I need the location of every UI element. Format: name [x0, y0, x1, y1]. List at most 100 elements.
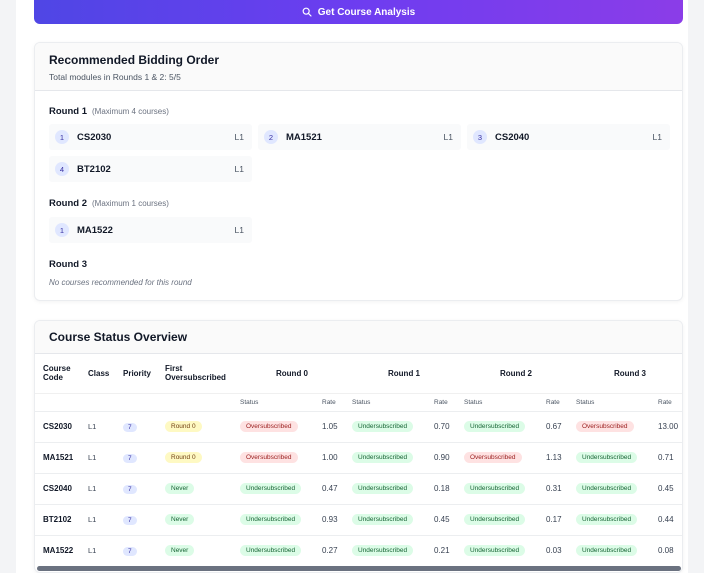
col-first-oversubscribed: First Oversubscribed — [165, 364, 226, 383]
round-1-heading: Round 1 (Maximum 4 courses) — [49, 106, 169, 117]
course-code-cell: MA1521 — [35, 441, 80, 473]
status-cell: Undersubscribed — [456, 503, 538, 535]
rate-cell: 0.03 — [538, 534, 568, 566]
first-oversubscribed-cell: Round 0 — [157, 441, 232, 473]
status-badge: Undersubscribed — [464, 545, 526, 557]
first-oversubscribed-badge: Never — [165, 514, 195, 525]
course-level: L1 — [443, 132, 453, 142]
rate-cell: 0.90 — [426, 441, 456, 473]
course-code-cell: BT2102 — [35, 503, 80, 535]
rate-cell: 1.00 — [314, 441, 344, 473]
rate-cell: 1.05 — [314, 410, 344, 442]
round-2-course-1: 1 MA1522 L1 — [49, 217, 252, 243]
order-number: 2 — [264, 130, 278, 144]
priority-badge: 7 — [123, 546, 137, 556]
status-cell: Undersubscribed — [344, 410, 426, 442]
rate-cell: 0.18 — [426, 472, 456, 504]
get-course-analysis-label: Get Course Analysis — [317, 6, 416, 18]
recommended-order-title: Recommended Bidding Order — [49, 53, 220, 67]
priority-cell: 7 — [115, 503, 157, 535]
course-status-title: Course Status Overview — [49, 330, 188, 344]
course-status-table: Course Code Class Priority First Oversub… — [35, 354, 682, 566]
course-code-cell: CS2040 — [35, 472, 80, 504]
course-level: L1 — [652, 132, 662, 142]
rate-cell: 13.00 — [650, 410, 682, 442]
status-badge: Undersubscribed — [576, 452, 638, 463]
status-cell: Undersubscribed — [344, 472, 426, 504]
order-number: 3 — [473, 130, 487, 144]
rate-cell: 0.70 — [426, 410, 456, 442]
status-badge: Oversubscribed — [576, 421, 634, 432]
course-level: L1 — [234, 225, 244, 235]
table-row: MA1522 L1 7 Never Undersubscribed 0.27 Undersu… — [35, 534, 682, 566]
course-code-cell: MA1522 — [35, 534, 80, 566]
course-status-card: Course Status Overview Course Code Class… — [34, 320, 683, 573]
col-round-0: Round 0 — [276, 368, 308, 378]
priority-cell: 7 — [115, 472, 157, 504]
status-cell: Oversubscribed — [232, 441, 314, 473]
status-badge: Undersubscribed — [576, 514, 638, 525]
get-course-analysis-button[interactable]: Get Course Analysis — [34, 0, 683, 24]
first-oversubscribed-cell: Round 0 — [157, 410, 232, 442]
course-status-header: Course Status Overview — [35, 321, 682, 354]
recommended-order-card: Recommended Bidding Order Total modules … — [34, 42, 683, 301]
search-icon — [302, 7, 312, 17]
status-badge: Oversubscribed — [240, 452, 298, 463]
course-level: L1 — [234, 132, 244, 142]
status-cell: Undersubscribed — [456, 534, 538, 566]
class-cell: L1 — [80, 534, 115, 566]
status-cell: Undersubscribed — [456, 472, 538, 504]
class-cell: L1 — [80, 503, 115, 535]
rate-cell: 0.08 — [650, 534, 682, 566]
priority-cell: 7 — [115, 410, 157, 442]
col-rate: Rate — [314, 392, 344, 411]
rate-cell: 1.13 — [538, 441, 568, 473]
status-badge: Undersubscribed — [352, 545, 414, 557]
horizontal-scrollbar[interactable] — [37, 566, 681, 571]
status-badge: Undersubscribed — [576, 483, 638, 494]
status-cell: Undersubscribed — [568, 472, 650, 504]
col-status: Status — [568, 392, 650, 411]
first-oversubscribed-cell: Never — [157, 472, 232, 504]
total-modules-summary: Total modules in Rounds 1 & 2: 5/5 — [49, 72, 181, 82]
round-1-course-1: 1 CS2030 L1 — [49, 124, 252, 150]
status-badge: Undersubscribed — [240, 545, 302, 557]
priority-badge: 7 — [123, 453, 137, 463]
col-status: Status — [344, 392, 426, 411]
status-cell: Undersubscribed — [568, 503, 650, 535]
first-oversubscribed-cell: Never — [157, 503, 232, 535]
round-1-max: (Maximum 4 courses) — [92, 107, 169, 116]
priority-badge: 7 — [123, 422, 137, 432]
status-cell: Oversubscribed — [568, 410, 650, 442]
status-badge: Oversubscribed — [240, 421, 298, 432]
page-container: Get Course Analysis Recommended Bidding … — [16, 0, 688, 573]
status-badge: Undersubscribed — [240, 483, 302, 494]
rate-cell: 0.21 — [426, 534, 456, 566]
status-cell: Undersubscribed — [344, 534, 426, 566]
status-cell: Undersubscribed — [232, 472, 314, 504]
status-badge: Undersubscribed — [240, 514, 302, 525]
rate-cell: 0.45 — [426, 503, 456, 535]
table-row: CS2040 L1 7 Never Undersubscribed 0.47 Undersu… — [35, 472, 682, 504]
order-number: 4 — [55, 162, 69, 176]
round-2-max: (Maximum 1 courses) — [92, 199, 169, 208]
rate-cell: 0.44 — [650, 503, 682, 535]
status-badge: Undersubscribed — [464, 514, 526, 525]
rate-cell: 0.67 — [538, 410, 568, 442]
status-cell: Oversubscribed — [232, 410, 314, 442]
course-code: MA1522 — [77, 224, 113, 236]
order-number: 1 — [55, 223, 69, 237]
status-badge: Undersubscribed — [464, 421, 526, 432]
status-badge: Undersubscribed — [352, 452, 414, 463]
first-oversubscribed-badge: Round 0 — [165, 421, 202, 432]
first-oversubscribed-badge: Never — [165, 483, 195, 494]
status-badge: Undersubscribed — [352, 421, 414, 432]
first-oversubscribed-badge: Round 0 — [165, 452, 202, 463]
order-number: 1 — [55, 130, 69, 144]
status-badge: Undersubscribed — [352, 514, 414, 525]
rate-cell: 0.47 — [314, 472, 344, 504]
rate-cell: 0.17 — [538, 503, 568, 535]
rate-cell: 0.93 — [314, 503, 344, 535]
col-round-3: Round 3 — [614, 368, 646, 378]
class-cell: L1 — [80, 441, 115, 473]
